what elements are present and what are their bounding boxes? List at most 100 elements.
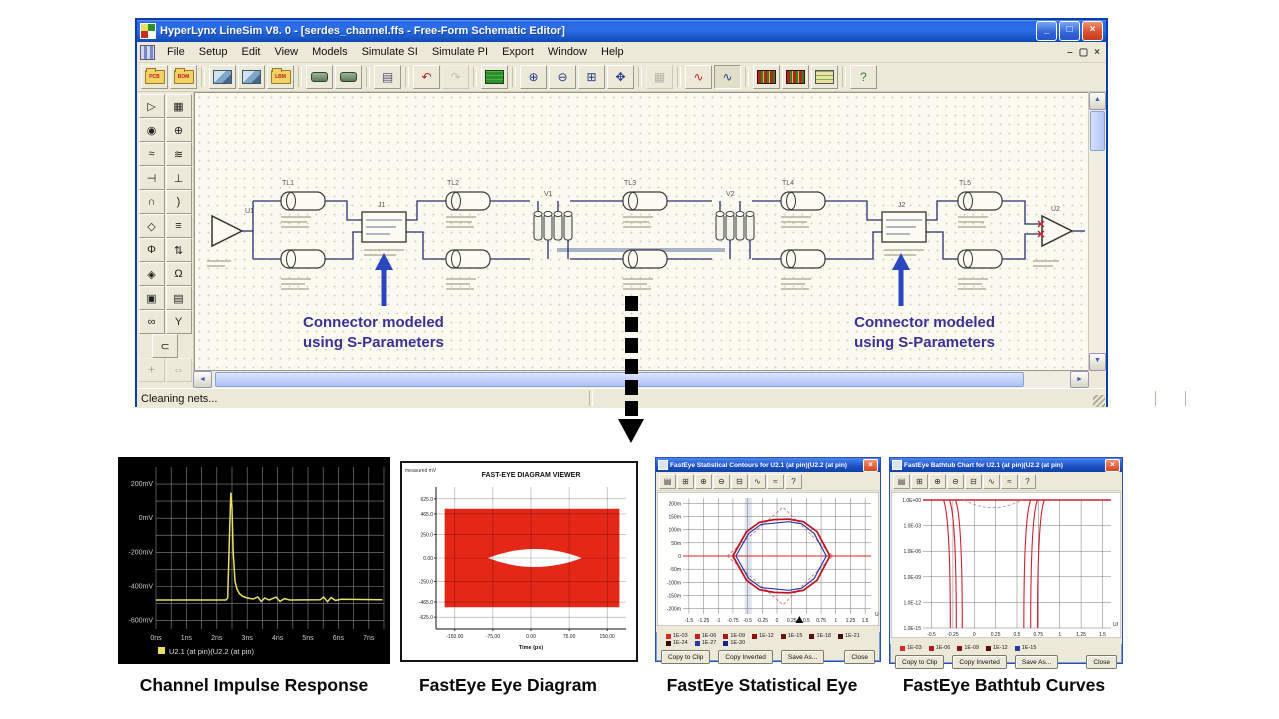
grounded-capacitor-tool[interactable]: ⊥ [165, 166, 192, 190]
minimize-button[interactable]: _ [1036, 21, 1057, 41]
save-as--button[interactable]: Save As... [780, 650, 825, 664]
menu-setup[interactable]: Setup [198, 46, 228, 58]
jumper-tool[interactable]: ⊂ [152, 334, 178, 358]
transmission-line[interactable] [957, 249, 1003, 269]
transmission-line-tool[interactable]: Φ [138, 238, 165, 262]
transmission-line[interactable] [780, 191, 826, 211]
connector-post[interactable] [553, 213, 563, 241]
connector-post[interactable] [745, 213, 755, 241]
menu-export[interactable]: Export [502, 46, 534, 58]
zoom-out-icon[interactable]: ⊖ [713, 473, 730, 489]
resistor-tool[interactable]: ≈ [138, 142, 165, 166]
y-junction-tool[interactable]: Y [165, 310, 192, 334]
print-button-icon[interactable]: ▤ [374, 65, 401, 89]
connector-post[interactable] [735, 213, 745, 241]
zoom-all-icon[interactable]: ⊟ [965, 473, 982, 489]
open-lbm-button-icon[interactable]: LBM [267, 65, 294, 89]
connector-post[interactable] [563, 213, 573, 241]
zoom-select-icon[interactable]: ⊞ [677, 473, 694, 489]
copy-to-clip-button[interactable]: Copy to Clip [661, 650, 711, 664]
transmission-line[interactable] [957, 191, 1003, 211]
open-pcb-button-icon[interactable]: PCB [141, 65, 168, 89]
horizontal-scroll-thumb[interactable] [215, 372, 1024, 387]
capacitor-tool[interactable]: ⊣ [138, 166, 165, 190]
probe-tool[interactable]: ◈ [138, 262, 165, 286]
resize-grip[interactable] [1093, 395, 1105, 407]
stackup-tool[interactable]: ≡ [165, 214, 192, 238]
open-schematic-button-icon[interactable] [209, 65, 236, 89]
zoom-all-icon[interactable]: ⊟ [731, 473, 748, 489]
transmission-line[interactable] [445, 249, 491, 269]
run-interactive-sim-button-icon[interactable]: ∿ [685, 65, 712, 89]
open-bom-button-icon[interactable]: BOM [170, 65, 197, 89]
board-wizard-button-icon[interactable] [481, 65, 508, 89]
print-icon[interactable]: ▤ [659, 473, 676, 489]
mdi-minimize-button[interactable]: – [1067, 46, 1073, 58]
zoom-out-icon[interactable]: ⊖ [947, 473, 964, 489]
stackup-viewer-button-icon[interactable] [753, 65, 780, 89]
menu-models[interactable]: Models [312, 46, 348, 58]
mdi-close-button[interactable]: × [1094, 46, 1100, 58]
horizontal-scrollbar[interactable]: ◄ ► [193, 371, 1089, 388]
oscillator-tool[interactable]: ⊕ [165, 118, 192, 142]
menu-simulate-si[interactable]: Simulate SI [361, 46, 418, 58]
print-icon[interactable]: ▤ [893, 473, 910, 489]
zoom-in-icon[interactable]: ⊕ [929, 473, 946, 489]
help-icon[interactable]: ? [785, 473, 802, 489]
add-net-tool[interactable]: ▦ [165, 94, 192, 118]
transmission-line[interactable] [622, 249, 668, 269]
copy-to-clip-button[interactable]: Copy to Clip [895, 655, 945, 669]
connector-post[interactable] [533, 213, 543, 241]
menu-window[interactable]: Window [547, 46, 587, 58]
help-button-icon[interactable]: ? [850, 65, 877, 89]
coupled-line-tool[interactable]: ⇅ [165, 238, 192, 262]
transmission-line[interactable] [780, 249, 826, 269]
padstack-viewer-button-icon[interactable] [782, 65, 809, 89]
vertical-scroll-thumb[interactable] [1090, 111, 1105, 151]
tx-driver[interactable] [211, 214, 244, 248]
connector-post[interactable] [715, 213, 725, 241]
scroll-right-arrow[interactable]: ► [1070, 371, 1089, 388]
transmission-line[interactable] [445, 191, 491, 211]
termination-tool[interactable]: Ω [165, 262, 192, 286]
close-button[interactable]: Close [844, 650, 875, 664]
menu-view[interactable]: View [274, 46, 299, 58]
schematic-document-icon[interactable] [140, 44, 155, 60]
trace-style-icon[interactable]: ∿ [983, 473, 1000, 489]
mdi-restore-button[interactable]: ▢ [1078, 46, 1089, 58]
menu-edit[interactable]: Edit [241, 46, 261, 58]
connector-post[interactable] [725, 213, 735, 241]
close-icon[interactable]: × [863, 458, 878, 472]
scroll-down-arrow[interactable]: ▼ [1089, 353, 1106, 371]
termination-wizard-button-icon[interactable] [811, 65, 838, 89]
cursor-marker[interactable] [795, 616, 804, 623]
vertical-scrollbar[interactable]: ▲ ▼ [1088, 92, 1106, 371]
maximize-button[interactable]: □ [1059, 21, 1080, 41]
coupled-lines-tool[interactable]: ∞ [138, 310, 165, 334]
horizontal-scroll-track[interactable] [212, 371, 1070, 388]
grid-toggle-icon[interactable]: ≈ [1001, 473, 1018, 489]
zoom-select-icon[interactable]: ⊞ [911, 473, 928, 489]
transmission-line[interactable] [280, 249, 326, 269]
trace-style-icon[interactable]: ∿ [749, 473, 766, 489]
zoom-in-icon[interactable]: ⊕ [695, 473, 712, 489]
copy-inverted-button[interactable]: Copy Inverted [718, 650, 773, 664]
via-tool[interactable]: ◇ [138, 214, 165, 238]
connector-post[interactable] [543, 213, 553, 241]
save-as--button[interactable]: Save As... [1014, 655, 1059, 669]
undo-button-icon[interactable]: ↶ [413, 65, 440, 89]
grid-toggle-icon[interactable]: ≈ [767, 473, 784, 489]
ic-model-tool[interactable]: ▣ [138, 286, 165, 310]
copy-part-button-icon[interactable] [335, 65, 362, 89]
oscilloscope-button-icon[interactable]: ∿ [714, 65, 741, 89]
zoom-out-button-icon[interactable]: ⊖ [549, 65, 576, 89]
rx-receiver[interactable] [1041, 214, 1074, 248]
scroll-up-arrow[interactable]: ▲ [1089, 92, 1106, 110]
menu-file[interactable]: File [167, 46, 185, 58]
pan-button-icon[interactable]: ✥ [607, 65, 634, 89]
transmission-line[interactable] [280, 191, 326, 211]
ic-tool[interactable]: ◉ [138, 118, 165, 142]
menu-simulate-pi[interactable]: Simulate PI [431, 46, 489, 58]
close-button[interactable]: Close [1086, 655, 1117, 669]
close-icon[interactable]: × [1105, 458, 1120, 472]
